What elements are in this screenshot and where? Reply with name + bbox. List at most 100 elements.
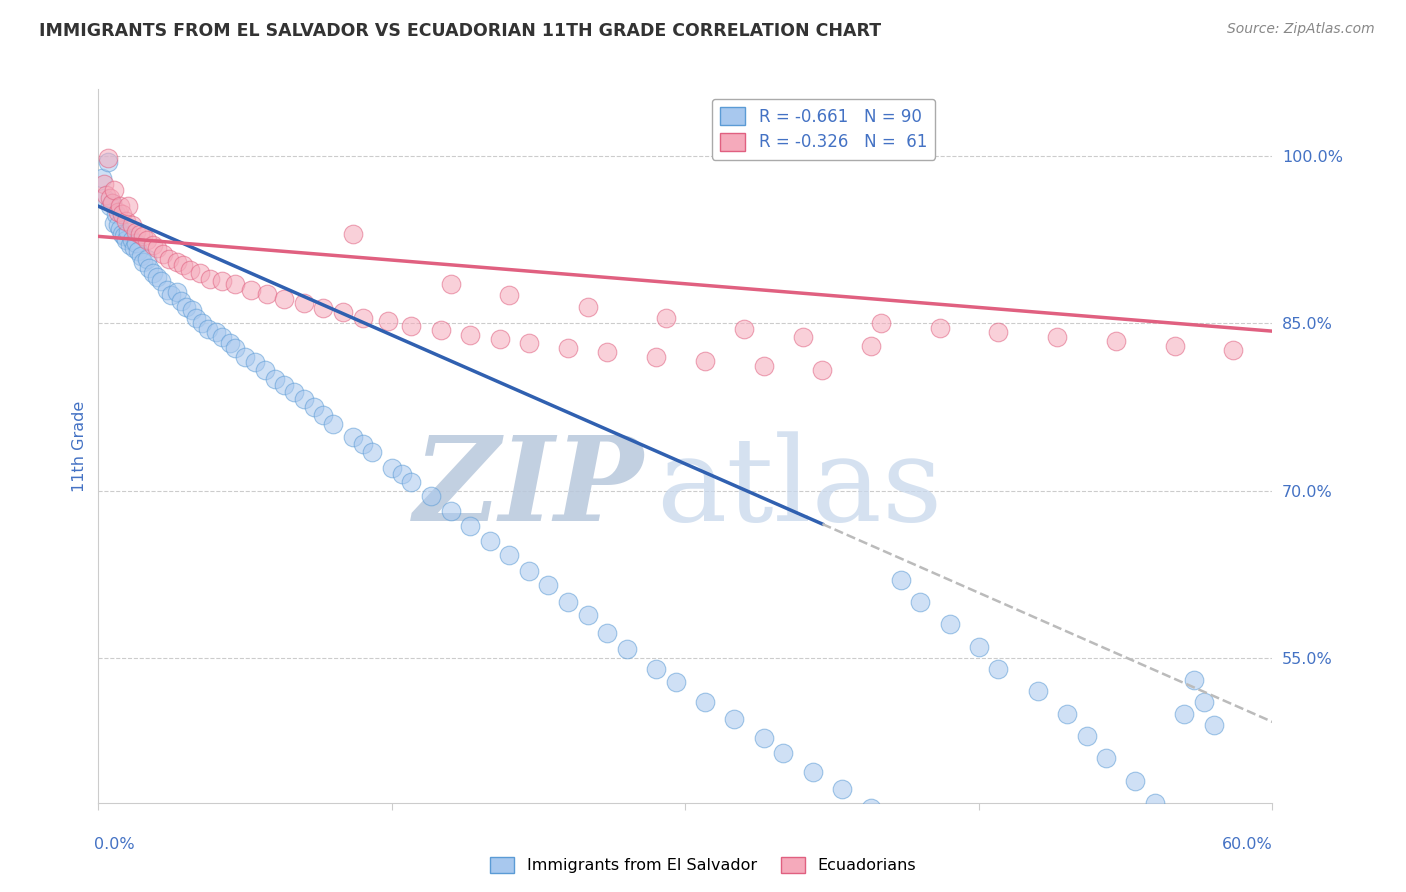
Point: [107, 219, 129, 233]
Point: [752, 731, 775, 746]
Point: [1105, 334, 1128, 349]
Point: [478, 533, 501, 548]
Point: [391, 467, 413, 481]
Text: 60.0%: 60.0%: [1222, 837, 1272, 852]
Point: [752, 359, 775, 373]
Text: 0.0%: 0.0%: [94, 837, 135, 852]
Point: [655, 310, 678, 325]
Point: [910, 595, 932, 609]
Point: [198, 272, 221, 286]
Point: [197, 322, 219, 336]
Legend: R = -0.661   N = 90, R = -0.326   N =  61: R = -0.661 N = 90, R = -0.326 N = 61: [711, 99, 935, 160]
Point: [263, 372, 285, 386]
Point: [557, 595, 579, 609]
Point: [98, 192, 121, 206]
Text: Source: ZipAtlas.com: Source: ZipAtlas.com: [1227, 22, 1375, 37]
Point: [142, 266, 165, 280]
Point: [146, 241, 169, 255]
Point: [458, 327, 481, 342]
Point: [733, 322, 755, 336]
Point: [557, 341, 579, 355]
Point: [292, 296, 315, 310]
Point: [420, 489, 443, 503]
Point: [101, 196, 124, 211]
Point: [537, 578, 560, 592]
Point: [665, 675, 688, 690]
Point: [645, 662, 668, 676]
Point: [111, 227, 134, 242]
Point: [723, 712, 745, 726]
Point: [1222, 343, 1244, 358]
Point: [498, 548, 520, 563]
Point: [211, 274, 233, 288]
Point: [159, 288, 181, 302]
Point: [111, 207, 134, 221]
Point: [103, 216, 125, 230]
Point: [1076, 729, 1098, 743]
Point: [132, 255, 155, 269]
Point: [136, 252, 159, 266]
Point: [243, 355, 266, 369]
Point: [312, 301, 335, 315]
Point: [488, 332, 510, 346]
Y-axis label: 11th Grade: 11th Grade: [72, 401, 87, 491]
Point: [240, 283, 263, 297]
Point: [127, 244, 149, 258]
Point: [377, 314, 399, 328]
Point: [93, 177, 115, 191]
Point: [157, 252, 180, 266]
Point: [256, 287, 278, 301]
Point: [114, 214, 136, 228]
Point: [138, 260, 160, 275]
Point: [169, 294, 191, 309]
Point: [1046, 330, 1069, 344]
Point: [938, 617, 960, 632]
Point: [498, 288, 520, 302]
Point: [112, 229, 135, 244]
Point: [576, 300, 599, 314]
Point: [342, 227, 364, 242]
Point: [146, 269, 169, 284]
Point: [218, 336, 240, 351]
Point: [124, 236, 146, 251]
Point: [440, 503, 463, 517]
Point: [517, 336, 540, 351]
Text: atlas: atlas: [657, 432, 942, 546]
Point: [114, 233, 136, 247]
Point: [860, 339, 883, 353]
Point: [1026, 684, 1049, 698]
Text: ZIP: ZIP: [415, 432, 644, 546]
Point: [105, 207, 128, 221]
Point: [645, 350, 668, 364]
Point: [831, 782, 853, 797]
Point: [136, 233, 159, 247]
Point: [191, 317, 214, 331]
Point: [352, 310, 374, 325]
Point: [131, 250, 153, 264]
Point: [181, 303, 204, 318]
Point: [596, 345, 619, 359]
Point: [352, 437, 374, 451]
Point: [1163, 339, 1185, 353]
Point: [108, 199, 131, 213]
Text: IMMIGRANTS FROM EL SALVADOR VS ECUADORIAN 11TH GRADE CORRELATION CHART: IMMIGRANTS FROM EL SALVADOR VS ECUADORIA…: [39, 22, 882, 40]
Point: [101, 196, 124, 211]
Point: [458, 519, 481, 533]
Point: [870, 317, 893, 331]
Point: [987, 326, 1010, 340]
Point: [792, 330, 814, 344]
Point: [987, 662, 1010, 676]
Point: [302, 400, 325, 414]
Point: [108, 221, 131, 235]
Legend: Immigrants from El Salvador, Ecuadorians: Immigrants from El Salvador, Ecuadorians: [484, 850, 922, 880]
Point: [118, 238, 141, 252]
Point: [693, 696, 716, 710]
Point: [205, 326, 228, 340]
Point: [121, 233, 143, 247]
Point: [401, 475, 423, 489]
Point: [1095, 751, 1118, 765]
Point: [273, 377, 295, 392]
Point: [128, 227, 150, 242]
Point: [292, 392, 315, 407]
Point: [801, 764, 824, 779]
